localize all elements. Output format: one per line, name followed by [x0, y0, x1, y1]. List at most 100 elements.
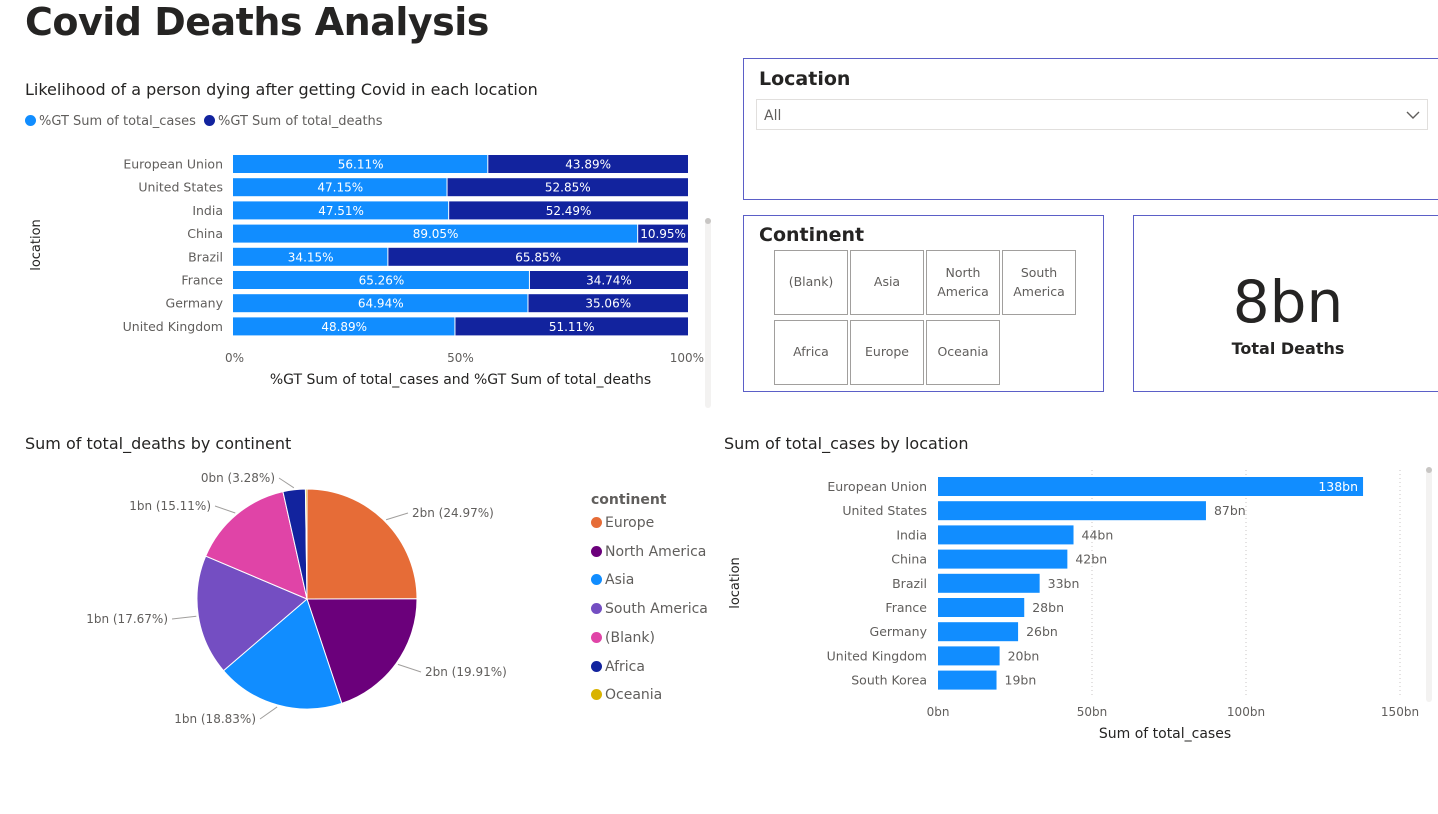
cases-bar: [938, 525, 1074, 545]
likelihood-bar-deaths: [528, 294, 688, 313]
cases-scrollbar-thumb[interactable]: [1426, 467, 1432, 473]
cases-x-tick: 0bn: [927, 705, 950, 719]
likelihood-bar-cases: [233, 155, 488, 173]
pie-legend-item-europe[interactable]: Europe: [591, 515, 654, 531]
likelihood-data-label: 34.15%: [288, 250, 334, 264]
legend-marker-deaths: [204, 115, 216, 126]
likelihood-x-tick: 100%: [670, 351, 704, 365]
cases-chart-svg: 0bn 50bn 100bn 150bn location European Union 1…: [728, 470, 1419, 742]
cases-bar: [938, 573, 1040, 593]
pie-data-label: 1bn (18.83%): [174, 712, 256, 726]
continent-tile-asia[interactable]: Asia: [850, 250, 924, 315]
pie-leader-line: [259, 706, 278, 720]
cases-category-label: India: [896, 527, 927, 542]
pie-legend-item-blank[interactable]: (Blank): [591, 630, 655, 646]
pie-legend-label: Oceania: [605, 687, 663, 704]
legend-item-cases[interactable]: %GT Sum of total_cases: [25, 114, 200, 129]
likelihood-bar-deaths: [529, 271, 688, 289]
continent-tile-north-america[interactable]: North America: [926, 250, 1000, 315]
pie-legend-item-africa[interactable]: Africa: [591, 659, 645, 675]
likelihood-category-label: India: [192, 203, 223, 218]
deaths-pie-visual[interactable]: Sum of total_deaths by continent 2bn (24…: [0, 425, 720, 755]
likelihood-data-label: 52.49%: [546, 204, 592, 218]
pie-slice-blank: [205, 491, 308, 600]
cases-data-label: 20bn: [1008, 648, 1040, 663]
pie-legend-label: (Blank): [605, 629, 655, 646]
pie-legend-marker: [591, 545, 602, 557]
continent-tile-south-america[interactable]: South America: [1002, 250, 1076, 315]
cases-bar-visual[interactable]: Sum of total_cases by location 0bn 50bn 10…: [720, 425, 1438, 755]
pie-legend-item-oceania[interactable]: Oceania: [591, 687, 662, 703]
pie-data-label: 2bn (24.97%): [412, 506, 494, 520]
cases-scrollbar[interactable]: [1426, 467, 1432, 702]
likelihood-data-label: 47.51%: [318, 204, 364, 218]
pie-legend-marker: [591, 574, 602, 586]
cases-data-label: 138bn: [1318, 479, 1358, 494]
location-dropdown-value: All: [764, 108, 782, 124]
likelihood-category-label: United States: [138, 180, 223, 195]
cases-data-label: 28bn: [1032, 600, 1064, 615]
location-dropdown[interactable]: All: [756, 99, 1428, 130]
likelihood-bar-cases: [233, 294, 528, 313]
cases-data-label: 44bn: [1082, 527, 1114, 542]
likelihood-category-label: European Union: [123, 157, 223, 172]
likelihood-bar-deaths: [447, 178, 688, 197]
likelihood-y-axis-title: location: [29, 219, 44, 271]
cases-x-axis-title: Sum of total_cases: [1099, 726, 1231, 742]
cases-category-label: United Kingdom: [827, 648, 927, 663]
pie-leader-line: [214, 505, 236, 514]
likelihood-x-axis-title: %GT Sum of total_cases and %GT Sum of to…: [270, 372, 651, 388]
cases-category-label: United States: [842, 503, 927, 518]
likelihood-bar-cases: [233, 201, 449, 220]
likelihood-bar-deaths: [388, 247, 688, 266]
pie-legend-item-asia[interactable]: Asia: [591, 572, 634, 588]
likelihood-x-tick: 0%: [225, 351, 244, 365]
cases-bar: [938, 501, 1206, 521]
cases-data-label: 33bn: [1048, 576, 1080, 591]
likelihood-category-label: France: [181, 273, 223, 288]
likelihood-data-label: 51.11%: [549, 320, 595, 334]
likelihood-bar-cases: [233, 178, 447, 197]
likelihood-scrollbar-thumb[interactable]: [705, 218, 711, 224]
pie-legend-marker: [591, 603, 602, 615]
likelihood-data-label: 64.94%: [358, 297, 404, 311]
cases-category-label: South Korea: [851, 673, 927, 688]
likelihood-bar-cases: [233, 224, 638, 243]
pie-slice-south-america: [196, 555, 308, 672]
legend-item-deaths[interactable]: %GT Sum of total_deaths: [204, 114, 383, 129]
pie-slice-oceania: [304, 488, 308, 600]
cases-category-label: France: [885, 600, 927, 615]
cases-data-label: 42bn: [1075, 552, 1107, 567]
pie-legend-marker: [591, 689, 602, 701]
pie-leader-line: [171, 615, 197, 620]
location-slicer-header: Location: [759, 68, 851, 90]
likelihood-bar-cases: [233, 271, 529, 289]
chevron-down-icon[interactable]: [1405, 109, 1421, 121]
likelihood-x-tick: 50%: [447, 351, 474, 365]
continent-tile-blank[interactable]: (Blank): [774, 250, 848, 315]
likelihood-data-label: 35.06%: [585, 297, 631, 311]
likelihood-bar-deaths: [449, 201, 688, 220]
total-deaths-card[interactable]: 8bn Total Deaths: [1133, 215, 1438, 392]
pie-slice-europe: [306, 488, 418, 600]
likelihood-category-label: Brazil: [188, 249, 223, 264]
pie-legend-item-south-america[interactable]: South America: [591, 601, 708, 617]
cases-y-axis-title: location: [728, 557, 743, 609]
pie-legend-label: Asia: [605, 572, 635, 589]
likelihood-chart-visual[interactable]: Likelihood of a person dying after getti…: [0, 70, 730, 408]
continent-tile-europe[interactable]: Europe: [850, 320, 924, 385]
likelihood-data-label: 89.05%: [413, 227, 459, 241]
legend-marker-cases: [25, 115, 36, 126]
likelihood-legend: %GT Sum of total_cases %GT Sum of total_…: [25, 114, 383, 129]
pie-legend-title: continent: [591, 492, 667, 508]
cases-bar: [938, 549, 1068, 569]
cases-x-tick: 100bn: [1227, 705, 1265, 719]
likelihood-bar-deaths: [638, 224, 688, 243]
pie-leader-line: [385, 512, 409, 521]
location-slicer: Location All: [743, 58, 1438, 200]
pie-legend-item-north-america[interactable]: North America: [591, 544, 706, 560]
cases-category-label: China: [891, 552, 927, 567]
continent-tile-oceania[interactable]: Oceania: [926, 320, 1000, 385]
likelihood-scrollbar[interactable]: [705, 218, 711, 408]
continent-tile-africa[interactable]: Africa: [774, 320, 848, 385]
